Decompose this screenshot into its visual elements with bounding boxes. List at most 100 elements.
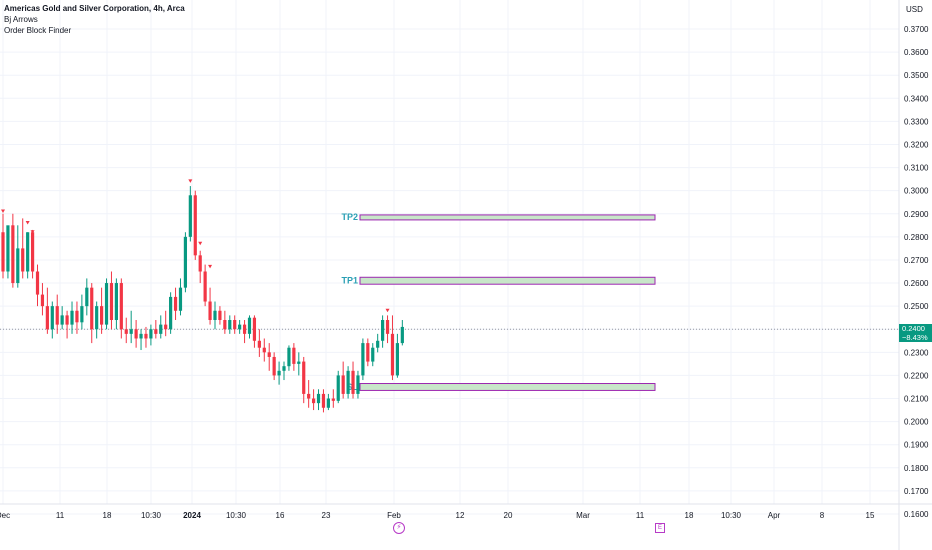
candle-body <box>213 310 217 320</box>
candle-body <box>292 347 296 364</box>
time-tick-label: Mar <box>576 511 590 520</box>
candle-body <box>331 398 335 401</box>
candle-body <box>233 320 237 330</box>
candle-body <box>208 301 212 320</box>
candle-body <box>307 393 311 399</box>
zone-label-tp1: TP1 <box>341 276 358 286</box>
candle-body <box>183 236 188 288</box>
time-tick-label: 20 <box>504 511 513 520</box>
candle-body <box>149 329 153 339</box>
candle-body <box>351 370 355 394</box>
candle-body <box>302 361 306 394</box>
price-tick-label: 0.1800 <box>904 464 929 473</box>
price-tick-label: 0.3600 <box>904 48 929 57</box>
last-price-change: −8.43% <box>902 333 928 342</box>
time-tick-label: 23 <box>322 511 331 520</box>
candle-body <box>267 352 271 357</box>
indicator-order-block-finder[interactable]: Order Block Finder <box>4 26 72 35</box>
candle-body <box>223 320 227 330</box>
time-tick-label: 10:30 <box>226 511 247 520</box>
candle-body <box>287 347 291 367</box>
price-tick-label: 0.2600 <box>904 279 929 288</box>
candle-body <box>173 296 178 311</box>
price-tick-label: 0.2000 <box>904 418 929 427</box>
candle-body <box>400 326 404 344</box>
candle-body <box>395 343 399 376</box>
candle-body <box>70 310 74 325</box>
candle-body <box>55 306 59 325</box>
earnings-event-icon[interactable]: E <box>655 523 665 533</box>
candle-body <box>228 320 232 330</box>
candle-body <box>35 271 40 295</box>
time-tick-label: 11 <box>56 511 65 520</box>
indicator-bj-arrows[interactable]: Bj Arrows <box>4 15 38 24</box>
candle-body <box>252 317 257 341</box>
price-tick-label: 0.2100 <box>904 395 929 404</box>
candle-body <box>95 306 99 330</box>
candle-body <box>119 283 123 330</box>
flash-event-icon[interactable]: ⚡ <box>393 522 405 534</box>
candle-body <box>90 287 94 330</box>
candle-body <box>60 315 64 325</box>
time-tick-label: 15 <box>866 511 875 520</box>
candle-body <box>109 283 114 320</box>
candle-body <box>272 356 276 376</box>
candle-body <box>144 333 148 339</box>
price-tick-label: 0.3400 <box>904 94 929 103</box>
candle-body <box>80 306 84 323</box>
sell-arrow-icon <box>1 209 5 213</box>
price-tick-label: 0.3700 <box>904 25 929 34</box>
last-price-value: 0.2400 <box>902 324 925 333</box>
candle-body <box>277 370 281 376</box>
candle-body <box>316 393 321 404</box>
candle-body <box>361 343 365 376</box>
price-tick-label: 0.3200 <box>904 140 929 149</box>
candle-body <box>114 283 118 320</box>
candle-body <box>134 329 138 339</box>
price-tick-label: 0.2200 <box>904 371 929 380</box>
price-axis[interactable]: 0.3700 0.3600 0.3500 0.3400 0.3300 0.3200 0.31… <box>904 25 929 519</box>
chart-grid <box>0 0 899 515</box>
candle-body <box>262 347 266 353</box>
candle-body <box>85 287 89 307</box>
sell-arrow-icon <box>25 221 30 225</box>
candle-body <box>159 324 163 334</box>
time-tick-label: 2024 <box>183 511 201 520</box>
candle-body <box>257 340 261 348</box>
candle-body <box>346 370 350 394</box>
time-tick-label: 10:30 <box>141 511 162 520</box>
time-tick-label: 12 <box>456 511 465 520</box>
candle-body <box>40 294 45 307</box>
order-block-zones: TP2TP1SL <box>341 212 656 392</box>
candle-body <box>376 340 380 348</box>
candle-body <box>366 343 370 362</box>
currency-label[interactable]: USD <box>906 5 923 14</box>
candle-body <box>45 306 49 330</box>
price-tick-label: 0.3100 <box>904 164 929 173</box>
candle-body <box>321 393 326 408</box>
candle-body <box>193 195 197 256</box>
sell-arrow-icon <box>188 179 193 183</box>
sell-arrow-icon <box>208 264 213 269</box>
candle-body <box>100 306 104 325</box>
price-tick-label: 0.3300 <box>904 117 929 126</box>
last-price-badge: 0.2400 −8.43% <box>899 324 932 342</box>
candle-body <box>371 347 375 362</box>
zone-label-tp2: TP2 <box>341 212 358 222</box>
sell-arrow-icon <box>30 230 35 234</box>
candle-body <box>390 333 395 376</box>
candle-body <box>198 255 202 272</box>
price-tick-label: 0.3000 <box>904 187 929 196</box>
sell-arrow-icon <box>385 308 390 313</box>
time-axis[interactable]: Dec 11 18 10:30 2024 10:30 16 23 Feb 12 20 Mar 11 18 1… <box>0 511 875 520</box>
candle-body <box>242 324 247 334</box>
candle-body <box>65 315 69 325</box>
symbol-title[interactable]: Americas Gold and Silver Corporation, 4h… <box>4 4 185 13</box>
time-tick-label: 11 <box>636 511 645 520</box>
time-tick-label: Feb <box>387 511 401 520</box>
candle-body <box>218 310 222 320</box>
candle-body <box>247 317 252 334</box>
zone-box-sl <box>359 383 656 391</box>
price-tick-label: 0.1600 <box>904 510 929 519</box>
